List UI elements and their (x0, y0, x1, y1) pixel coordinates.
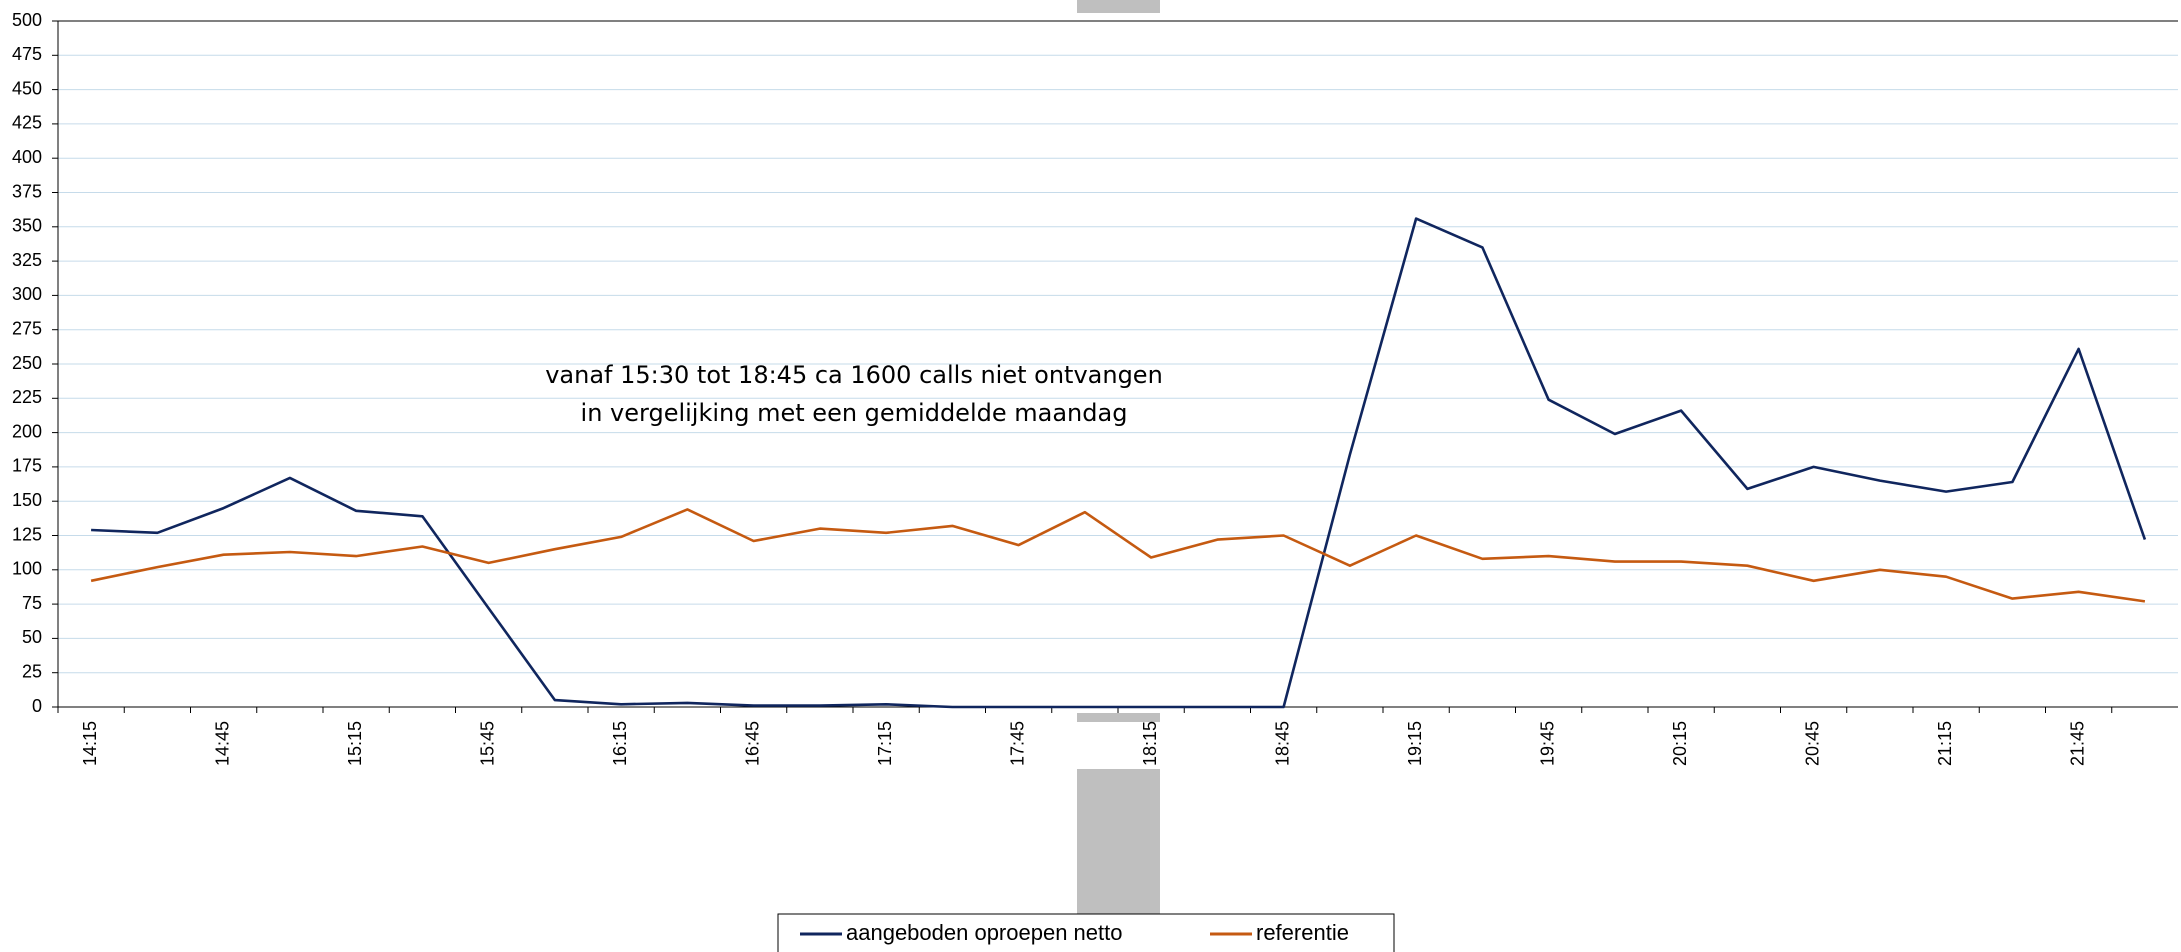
y-tick-label: 100 (12, 559, 42, 579)
y-tick-label: 25 (22, 661, 42, 681)
x-tick-label: 15:15 (345, 721, 365, 766)
x-tick-label: 17:15 (875, 721, 895, 766)
y-tick-label: 425 (12, 113, 42, 133)
y-tick-label: 0 (32, 696, 42, 716)
y-tick-label: 400 (12, 147, 42, 167)
y-tick-label: 300 (12, 284, 42, 304)
x-tick-label: 20:45 (1802, 721, 1822, 766)
annotation: vanaf 15:30 tot 18:45 ca 1600 calls niet… (545, 361, 1163, 389)
x-tick-label: 21:45 (2067, 721, 2087, 766)
x-tick-label: 18:15 (1140, 721, 1160, 766)
y-tick-label: 475 (12, 44, 42, 64)
x-tick-label: 18:45 (1272, 721, 1292, 766)
y-tick-label: 75 (22, 593, 42, 613)
x-tick-label: 16:45 (742, 721, 762, 766)
y-tick-label: 450 (12, 78, 42, 98)
y-tick-label: 150 (12, 490, 42, 510)
legend-label: aangeboden oproepen netto (846, 920, 1122, 945)
series-line (91, 217, 2147, 709)
y-tick-label: 350 (12, 216, 42, 236)
x-tick-label: 16:15 (610, 721, 630, 766)
x-tick-label: 20:15 (1670, 721, 1690, 766)
x-tick-label: 15:45 (477, 721, 497, 766)
annotation: in vergelijking met een gemiddelde maand… (581, 399, 1128, 427)
y-tick-label: 200 (12, 421, 42, 441)
y-tick-label: 250 (12, 353, 42, 373)
y-tick-label: 500 (12, 10, 42, 30)
x-tick-label: 14:15 (80, 721, 100, 766)
overlay (1077, 769, 1160, 914)
series-line (90, 508, 2146, 603)
x-tick-label: 21:15 (1935, 721, 1955, 766)
legend (777, 913, 1395, 952)
x-tick-label: 14:45 (212, 721, 232, 766)
y-tick-label: 375 (12, 181, 42, 201)
x-tick-label: 19:45 (1537, 721, 1557, 766)
y-tick-label: 125 (12, 524, 42, 544)
y-tick-label: 175 (12, 456, 42, 476)
legend-label: referentie (1256, 920, 1349, 945)
y-tick-label: 275 (12, 318, 42, 338)
x-tick-label: 17:45 (1007, 721, 1027, 766)
overlay (1077, 0, 1160, 13)
y-tick-label: 50 (22, 627, 42, 647)
x-tick-label: 19:15 (1405, 721, 1425, 766)
y-tick-label: 325 (12, 250, 42, 270)
y-tick-label: 225 (12, 387, 42, 407)
overlay (1077, 713, 1160, 722)
